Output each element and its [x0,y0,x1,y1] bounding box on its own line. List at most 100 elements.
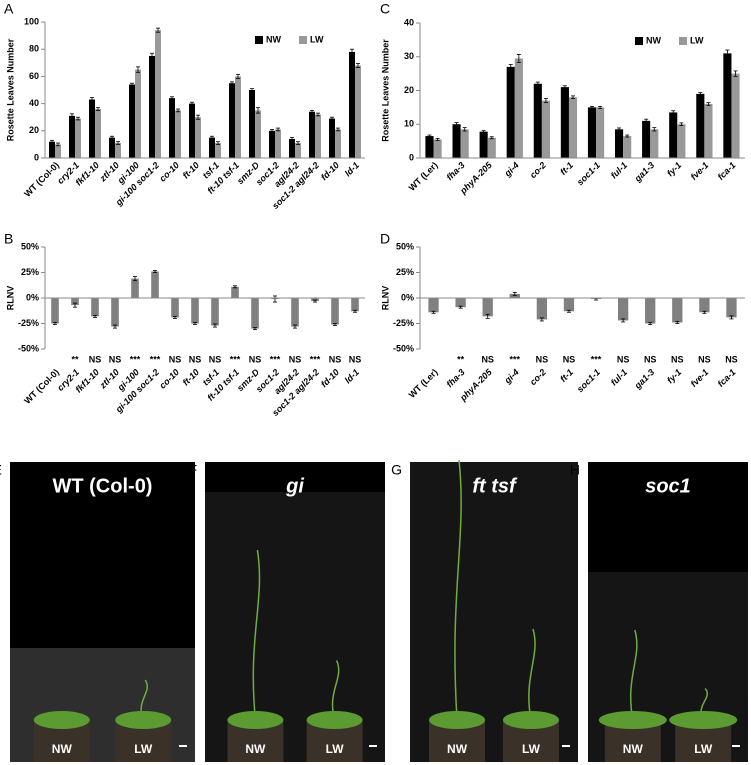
bar [315,114,321,158]
error-bar [543,98,548,104]
error-bar [230,81,234,85]
error-bar [53,322,57,325]
error-bar [273,295,277,303]
bar [255,110,261,158]
y-tick-label: 40 [404,17,414,27]
error-bar [73,302,77,308]
bar [433,139,442,158]
y-tick-label: -25% [393,318,414,328]
stem [528,628,536,721]
error-bar [116,141,120,145]
error-bar [458,305,463,309]
error-bar [216,141,220,145]
bar [506,66,515,158]
error-bar [485,313,490,319]
y-axis-title: Rosette Leaves Number [380,39,390,142]
bar [95,109,101,158]
error-bar [481,130,486,134]
significance-label: *** [310,354,321,364]
significance-label: *** [230,354,241,364]
error-bar [193,322,197,325]
bar [49,141,55,158]
y-axis-title: RLNV [5,286,15,311]
significance-label: NS [169,354,182,364]
error-bar [431,310,436,314]
panel-label: H [570,462,580,478]
significance-label: *** [591,354,602,364]
bar [541,100,550,158]
y-tick-label: 20 [404,85,414,95]
error-bar [213,323,217,328]
error-bar [50,139,54,144]
bar [650,129,659,158]
bar [455,298,466,308]
legend-swatch [635,37,643,45]
error-bar [130,82,134,87]
error-bar [336,127,340,132]
bar [452,124,461,158]
bar [55,144,61,158]
stem [454,459,462,721]
bar [351,298,359,312]
error-bar [110,135,114,140]
bar [195,117,201,158]
bar [151,271,159,298]
bar [696,93,705,158]
error-bar [516,53,521,63]
scale-bar [179,745,187,747]
photo-title: WT (Col-0) [53,475,153,497]
bar [329,118,335,158]
y-tick-label: -25% [18,318,39,328]
error-bar [190,101,194,106]
photo-label: LW [522,742,541,756]
bar [331,298,339,325]
bar [71,298,79,306]
error-bar [96,107,100,111]
error-bar [539,317,544,322]
error-bar [621,318,626,323]
significance-label: ** [71,354,79,364]
rosette [598,711,667,729]
legend-label: NW [266,34,281,44]
significance-label: NS [249,354,262,364]
scale-bar [369,745,377,747]
error-bar [313,299,317,303]
error-bar [310,110,314,114]
y-axis-title: RLNV [380,286,390,311]
error-bar [571,95,576,99]
bar [211,298,219,326]
bar [482,298,493,317]
bar [349,51,355,158]
bar [289,138,295,158]
y-axis-title: Rosette Leaves Number [5,38,15,141]
error-bar [589,105,594,109]
significance-label: NS [109,354,122,364]
error-bar [644,118,649,123]
bar [135,69,141,158]
significance-label: NS [536,354,549,364]
bar [231,286,239,298]
error-bar [316,112,320,117]
bar [311,298,319,302]
y-tick-label: 50% [21,241,39,251]
error-bar [176,108,180,113]
error-bar [435,138,440,141]
photo-label: LW [326,742,345,756]
bar [479,131,488,158]
panel-label: A [4,1,14,17]
error-bar [333,323,337,326]
scale-bar [732,745,740,747]
bar [568,97,578,158]
bar [171,298,179,318]
significance-label: NS [481,354,494,364]
photo-label: NW [245,742,266,756]
bar [295,143,301,158]
significance-label: NS [329,354,342,364]
error-bar [679,122,684,126]
bar [642,120,651,158]
bar [677,124,686,158]
error-bar [296,141,300,145]
bar [726,298,737,318]
error-bar [566,309,571,313]
panel-label: D [380,231,390,247]
